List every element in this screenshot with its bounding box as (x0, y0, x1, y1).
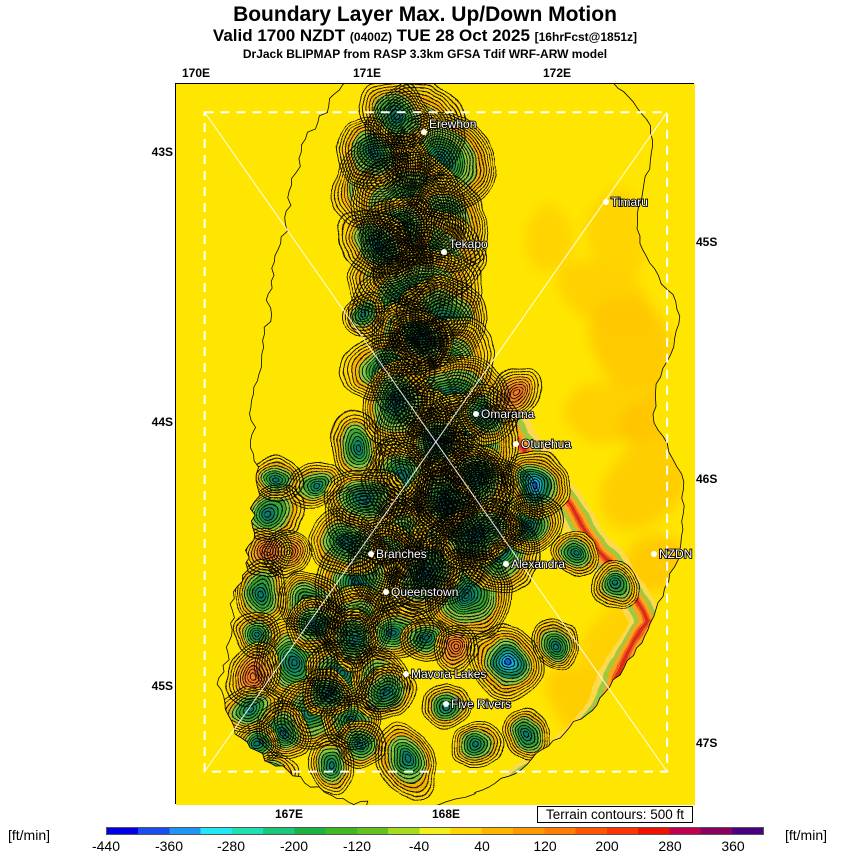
svg-text:Queenstown: Queenstown (391, 585, 458, 599)
svg-text:Alexandra: Alexandra (511, 557, 565, 571)
svg-text:Erewhon: Erewhon (429, 117, 476, 131)
svg-text:NZDN: NZDN (659, 547, 692, 561)
svg-text:Tekapo: Tekapo (449, 237, 488, 251)
svg-text:Five Rivers: Five Rivers (451, 697, 511, 711)
svg-text:Oturehua: Oturehua (521, 437, 571, 451)
svg-text:Timaru: Timaru (611, 195, 648, 209)
svg-text:Omarama: Omarama (481, 407, 535, 421)
svg-text:Branches: Branches (376, 547, 427, 561)
svg-text:Mavora Lakes: Mavora Lakes (411, 667, 486, 681)
